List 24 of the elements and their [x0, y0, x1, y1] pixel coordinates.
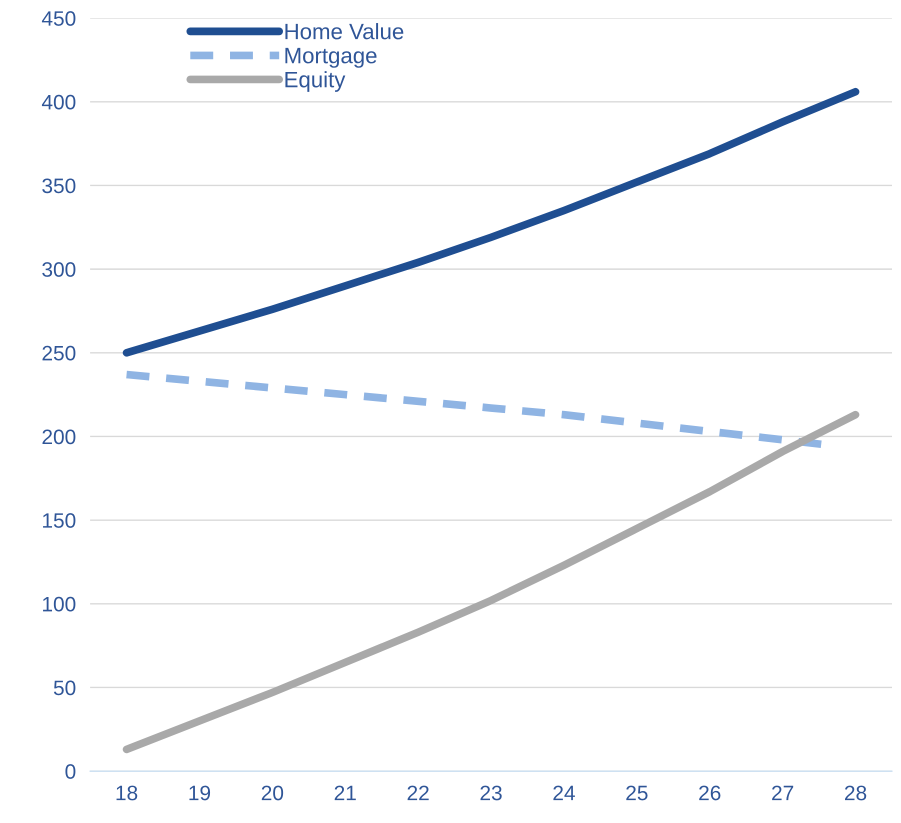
- y-tick-label: 150: [43, 513, 76, 528]
- y-tick-label: 450: [42, 11, 76, 26]
- legend-label: Mortgage: [285, 48, 377, 68]
- x-tick-label: 26: [699, 786, 720, 800]
- x-tick-label: 21: [334, 786, 356, 800]
- x-tick-label: 25: [626, 786, 648, 800]
- x-tick-label: 23: [480, 786, 502, 800]
- x-tick-label: 18: [116, 786, 138, 800]
- y-tick-label: 350: [42, 178, 76, 194]
- y-tick-label: 0: [65, 764, 76, 779]
- y-tick-label: 50: [54, 680, 76, 696]
- x-tick-label: 27: [772, 786, 794, 800]
- x-tick-label: 24: [553, 786, 575, 800]
- x-tick-label: 28: [845, 786, 866, 800]
- x-tick-label: 22: [408, 786, 429, 800]
- y-tick-label: 300: [42, 262, 76, 277]
- x-tick-label: 20: [262, 786, 284, 800]
- y-tick-label: 250: [42, 346, 76, 361]
- y-tick-label: 100: [43, 596, 76, 612]
- y-tick-label: 200: [42, 429, 76, 444]
- legend-label: Home Value: [285, 23, 404, 40]
- y-tick-label: 400: [42, 94, 76, 110]
- legend-label: Equity: [285, 71, 346, 92]
- x-tick-label: 19: [189, 786, 210, 800]
